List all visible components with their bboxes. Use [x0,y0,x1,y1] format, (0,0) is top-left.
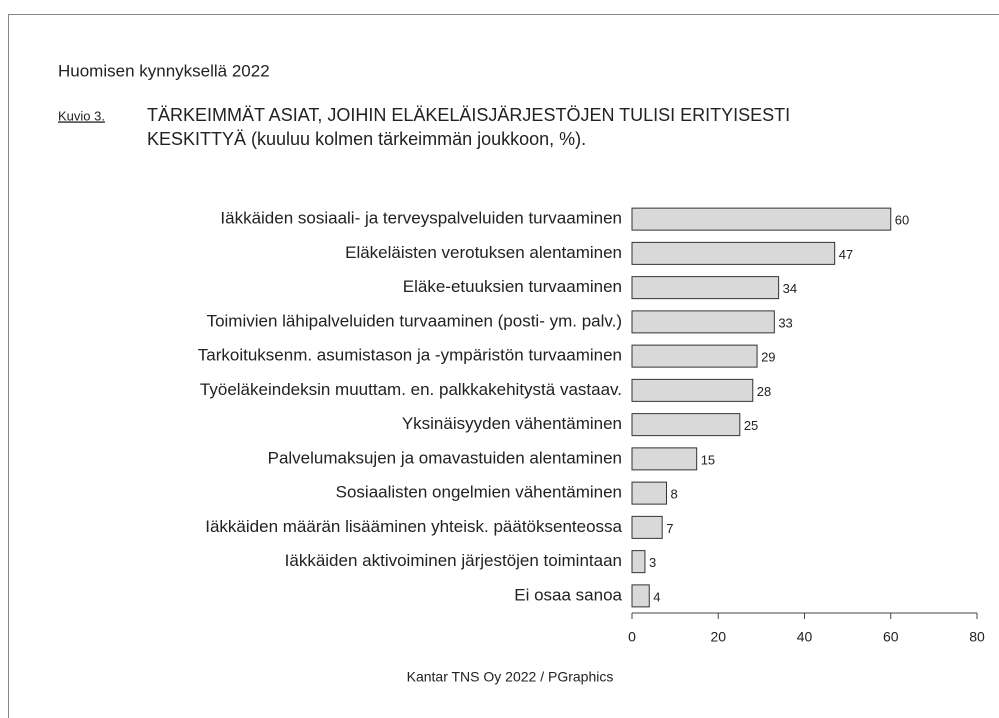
category-label: Toimivien lähipalveluiden turvaaminen (p… [207,311,622,330]
chart-title: TÄRKEIMMÄT ASIAT, JOIHIN ELÄKELÄISJÄRJES… [147,105,790,125]
category-label: Iäkkäiden sosiaali- ja terveyspalveluide… [220,209,622,228]
value-label: 34 [783,281,797,296]
value-label: 28 [757,384,771,399]
value-label: 7 [666,521,673,536]
value-label: 15 [701,452,715,467]
source: Kantar TNS Oy 2022 / PGraphics [407,669,614,685]
frame [8,14,999,718]
x-tick-label: 0 [628,629,636,645]
chart-title: KESKITTYÄ (kuuluu kolmen tärkeimmän jouk… [147,129,586,149]
value-label: 60 [895,213,909,228]
bar [631,276,780,300]
value-label: 25 [744,418,758,433]
category-label: Yksinäisyyden vähentäminen [402,414,622,433]
category-label: Palvelumaksujen ja omavastuiden alentami… [268,448,622,467]
figure-label: Kuvio 3. [58,108,105,123]
value-label: 8 [671,487,678,502]
value-label: 3 [649,555,656,570]
x-tick-label: 20 [710,629,726,645]
value-label: 4 [653,589,660,604]
category-label: Ei osaa sanoa [514,585,622,604]
category-label: Iäkkäiden aktivoiminen järjestöjen toimi… [285,551,622,570]
bar [631,413,741,437]
value-label: 47 [839,247,853,262]
bar [631,310,775,334]
x-tick-label: 80 [969,629,985,645]
header: Huomisen kynnyksellä 2022 [58,61,270,80]
category-label: Tarkoituksenm. asumistason ja -ympäristö… [198,346,622,365]
bar [631,447,698,471]
bar [631,550,646,574]
category-label: Sosiaalisten ongelmien vähentäminen [336,483,622,502]
bar [631,515,663,539]
value-label: 29 [761,350,775,365]
bar [631,344,758,368]
bar [631,207,892,231]
x-tick-label: 60 [883,629,899,645]
x-tick-label: 40 [797,629,813,645]
category-label: Työeläkeindeksin muuttam. en. palkkakehi… [200,380,622,399]
bar [631,584,650,608]
bar [631,481,667,505]
bar [631,378,754,402]
category-label: Eläke-etuuksien turvaaminen [403,277,622,296]
category-label: Iäkkäiden määrän lisääminen yhteisk. pää… [205,517,622,536]
value-label: 33 [778,315,792,330]
category-label: Eläkeläisten verotuksen alentaminen [345,243,622,262]
bar [631,241,836,265]
